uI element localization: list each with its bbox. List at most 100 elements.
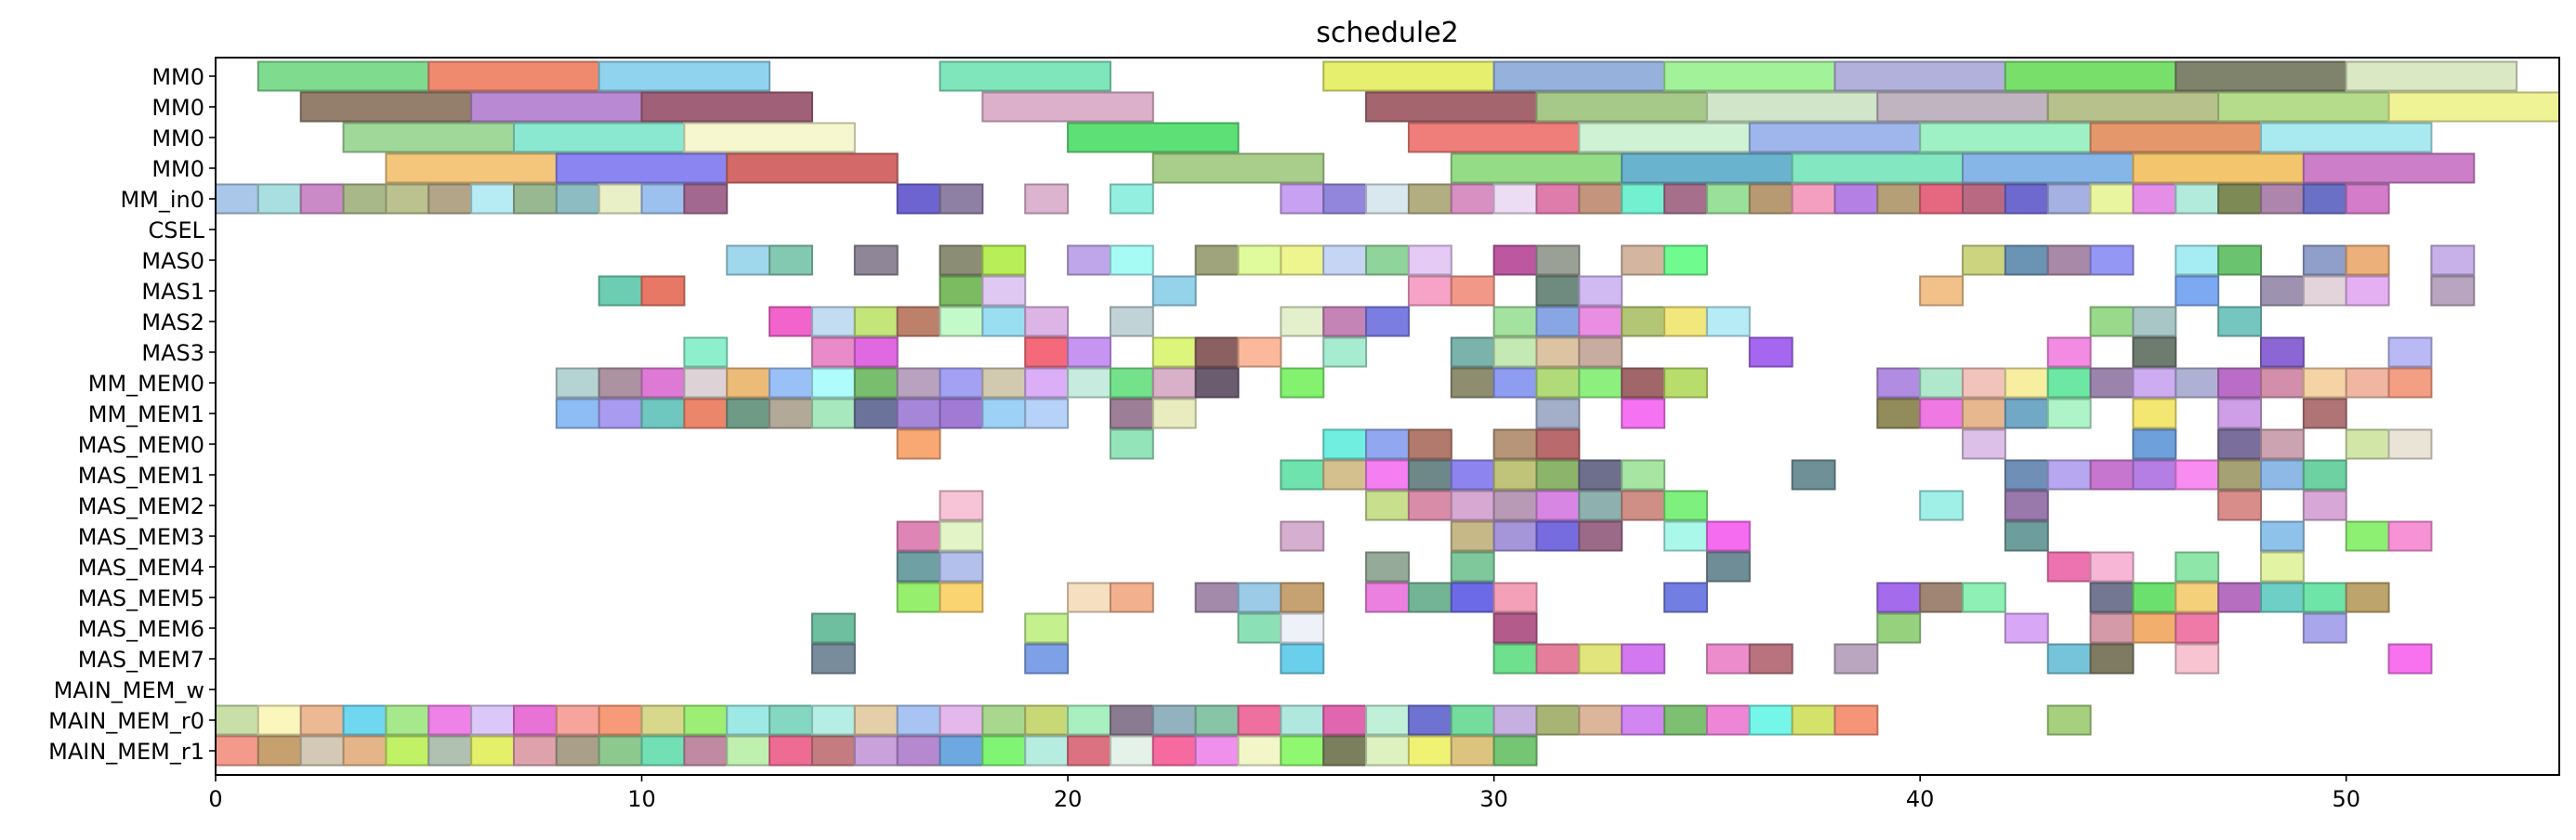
task-bar bbox=[1365, 428, 1410, 460]
task-bar bbox=[2132, 336, 2177, 368]
task-bar bbox=[1365, 490, 1410, 521]
task-bar bbox=[2004, 490, 2049, 521]
task-bar bbox=[1621, 643, 1666, 675]
task-bar bbox=[1151, 704, 1197, 736]
task-bar bbox=[1450, 582, 1495, 613]
task-bar bbox=[1194, 336, 1240, 368]
task-bar bbox=[939, 704, 984, 736]
task-bar bbox=[2260, 551, 2305, 583]
task-bar bbox=[1621, 398, 1666, 429]
task-bar bbox=[640, 91, 813, 123]
task-bar bbox=[1450, 704, 1495, 736]
task-bar bbox=[640, 275, 686, 307]
task-bar bbox=[256, 60, 430, 92]
task-bar bbox=[1280, 735, 1325, 767]
task-bar bbox=[2004, 244, 2049, 276]
task-bar bbox=[1535, 428, 1581, 460]
task-bar bbox=[427, 735, 473, 767]
bars-layer bbox=[215, 60, 2560, 767]
task-bar bbox=[896, 704, 941, 736]
task-bar bbox=[726, 735, 771, 767]
task-bar bbox=[2089, 643, 2135, 675]
task-bar bbox=[1492, 490, 1538, 521]
task-bar bbox=[2260, 520, 2305, 552]
task-bar bbox=[939, 490, 984, 521]
task-bar bbox=[981, 398, 1027, 429]
task-bar bbox=[2345, 367, 2390, 399]
task-bar bbox=[1705, 183, 1751, 215]
task-bar bbox=[2089, 367, 2135, 399]
task-bar bbox=[1407, 459, 1452, 491]
task-bar bbox=[2046, 244, 2092, 276]
task-bar bbox=[2004, 60, 2177, 92]
task-bar bbox=[598, 60, 771, 92]
task-bar bbox=[939, 367, 984, 399]
task-bar bbox=[1535, 306, 1581, 337]
task-bar bbox=[1919, 183, 1965, 215]
task-bar bbox=[810, 612, 856, 644]
task-bar bbox=[1919, 582, 1965, 613]
task-bar bbox=[981, 735, 1027, 767]
task-bar bbox=[2345, 582, 2390, 613]
chart-title: schedule2 bbox=[1316, 17, 1459, 49]
task-bar bbox=[1535, 244, 1581, 276]
task-bar bbox=[1024, 306, 1070, 337]
task-bar bbox=[896, 367, 941, 399]
task-bar bbox=[1492, 60, 1666, 92]
task-bar bbox=[1322, 704, 1368, 736]
task-bar bbox=[1663, 60, 1836, 92]
task-bar bbox=[853, 367, 899, 399]
y-tick-label: MM_MEM1 bbox=[88, 401, 204, 427]
y-tick-label: MAS_MEM1 bbox=[78, 463, 204, 489]
task-bar bbox=[555, 735, 600, 767]
task-bar bbox=[2302, 244, 2347, 276]
task-bar bbox=[1151, 152, 1325, 184]
task-bar bbox=[1621, 306, 1666, 337]
task-bar bbox=[853, 704, 899, 736]
task-bar bbox=[769, 306, 813, 337]
task-bar bbox=[427, 183, 473, 215]
task-bar bbox=[1833, 183, 1879, 215]
y-tick-label: MAS_MEM4 bbox=[78, 555, 204, 581]
task-bar bbox=[2175, 275, 2220, 307]
task-bar bbox=[683, 183, 729, 215]
task-bar bbox=[1450, 183, 1495, 215]
task-bar bbox=[1535, 459, 1581, 491]
task-bar bbox=[1876, 398, 1922, 429]
y-tick-label: MAS0 bbox=[141, 248, 204, 274]
task-bar bbox=[598, 275, 643, 307]
task-bar bbox=[1407, 183, 1452, 215]
task-bar bbox=[1322, 336, 1368, 368]
task-bar bbox=[2302, 612, 2347, 644]
task-bar bbox=[726, 704, 771, 736]
task-bar bbox=[810, 704, 856, 736]
task-bar bbox=[640, 704, 686, 736]
task-bar bbox=[1748, 643, 1794, 675]
task-bar bbox=[1962, 582, 2006, 613]
task-bar bbox=[896, 306, 941, 337]
y-tick-label: MAS_MEM2 bbox=[78, 493, 204, 519]
task-bar bbox=[1535, 336, 1581, 368]
plot-frame bbox=[215, 57, 2560, 776]
task-bar bbox=[1237, 704, 1282, 736]
task-bar bbox=[215, 735, 259, 767]
task-bar bbox=[1450, 152, 1623, 184]
task-bar bbox=[981, 244, 1027, 276]
y-tick-label: MM_in0 bbox=[120, 187, 204, 213]
task-bar bbox=[2175, 244, 2220, 276]
task-bar bbox=[1407, 244, 1452, 276]
task-bar bbox=[2345, 60, 2518, 92]
task-bar bbox=[939, 520, 984, 552]
task-bar bbox=[1535, 91, 1708, 123]
task-bar bbox=[1876, 91, 2049, 123]
task-bar bbox=[2217, 428, 2263, 460]
task-bar bbox=[2175, 643, 2220, 675]
task-bar bbox=[2345, 275, 2390, 307]
task-bar bbox=[1194, 582, 1240, 613]
task-bar bbox=[683, 367, 729, 399]
task-bar bbox=[2089, 612, 2135, 644]
task-bar bbox=[640, 183, 686, 215]
task-bar bbox=[1578, 367, 1623, 399]
task-bar bbox=[427, 60, 600, 92]
y-tick-label: MAS2 bbox=[141, 309, 204, 335]
